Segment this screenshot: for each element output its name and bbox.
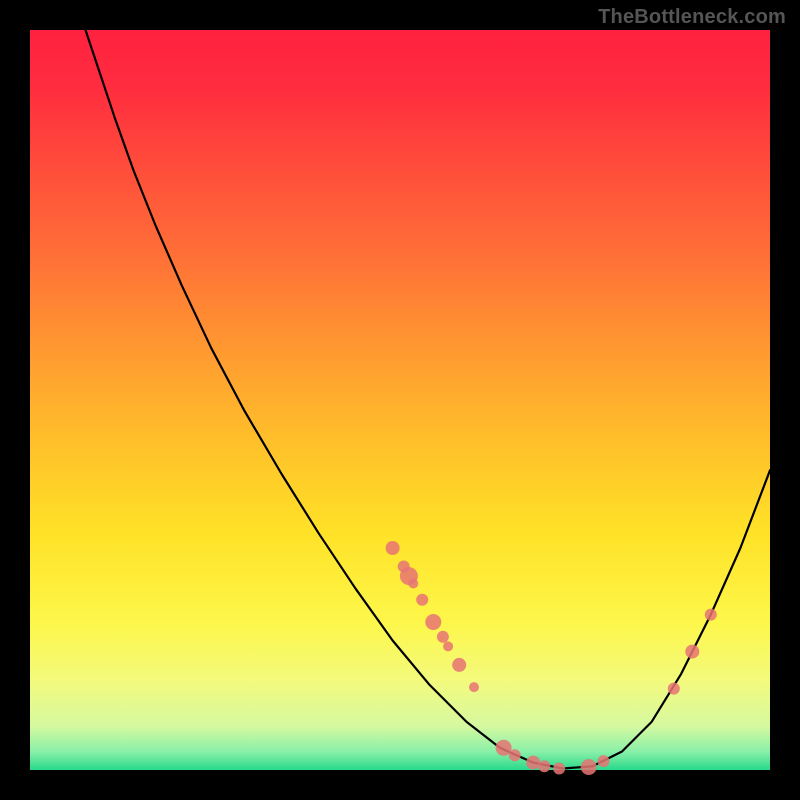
data-marker <box>437 631 449 643</box>
data-marker <box>526 756 540 770</box>
data-marker <box>598 755 610 767</box>
data-marker <box>386 541 400 555</box>
data-marker <box>443 641 453 651</box>
chart-container: { "attribution": { "text": "TheBottlenec… <box>0 0 800 800</box>
data-marker <box>452 658 466 672</box>
data-marker <box>668 683 680 695</box>
attribution-text: TheBottleneck.com <box>598 6 786 29</box>
data-marker <box>581 759 597 775</box>
data-marker <box>509 749 521 761</box>
data-marker <box>553 763 565 775</box>
data-marker <box>685 645 699 659</box>
data-marker <box>408 579 418 589</box>
data-marker <box>416 594 428 606</box>
plot-background <box>30 30 770 770</box>
data-marker <box>705 609 717 621</box>
data-marker <box>469 682 479 692</box>
data-marker <box>425 614 441 630</box>
data-marker <box>538 760 550 772</box>
bottleneck-curve-chart <box>0 0 800 800</box>
